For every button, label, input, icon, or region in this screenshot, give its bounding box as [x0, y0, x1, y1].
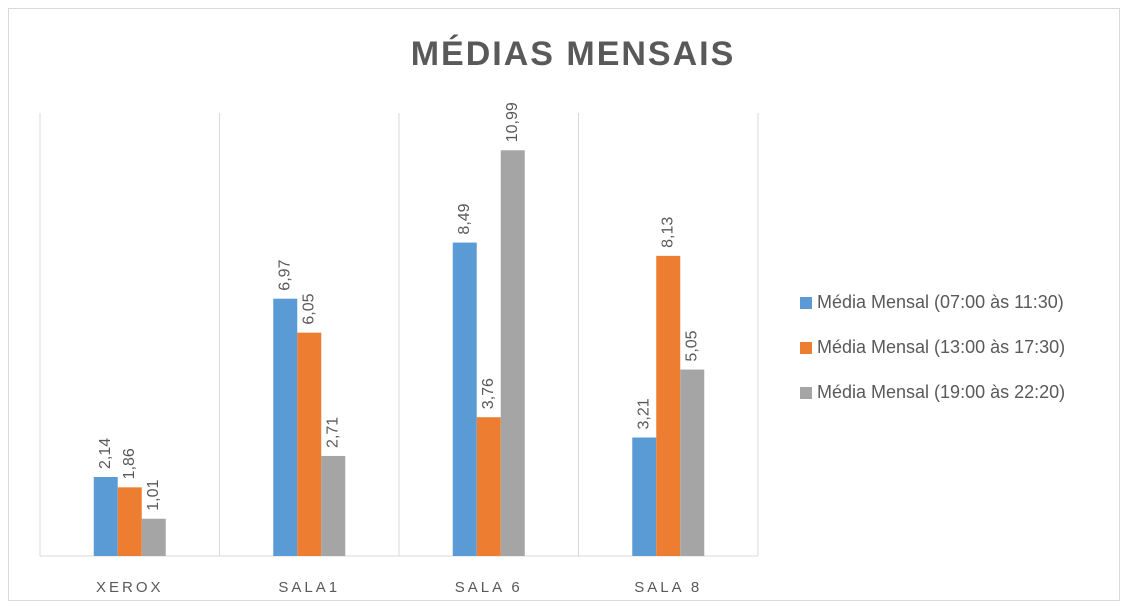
- bar: [117, 487, 142, 556]
- bar: [297, 332, 322, 556]
- bar: [680, 369, 705, 556]
- bar: [93, 476, 118, 556]
- x-tick-label: XEROX: [96, 579, 164, 596]
- legend-label: Média Mensal (07:00 às 11:30): [817, 292, 1064, 312]
- data-label: 3,76: [480, 378, 497, 409]
- data-label: 2,71: [324, 417, 341, 448]
- bar: [500, 150, 525, 556]
- x-tick-label: SALA 6: [455, 579, 523, 596]
- x-tick-label: SALA1: [278, 579, 340, 596]
- legend-swatch: [800, 342, 812, 354]
- bar: [476, 417, 501, 556]
- legend-swatch: [800, 297, 812, 309]
- data-label: 10,99: [504, 102, 521, 142]
- data-label: 1,86: [121, 448, 138, 479]
- data-label: 8,13: [659, 217, 676, 248]
- chart-border: [8, 8, 1120, 601]
- legend-swatch: [800, 387, 812, 399]
- bar: [321, 455, 346, 556]
- bar: [656, 255, 681, 556]
- bar: [632, 437, 657, 556]
- x-tick-label: SALA 8: [634, 579, 702, 596]
- data-label: 3,21: [635, 398, 652, 429]
- data-label: 8,49: [456, 203, 473, 234]
- data-label: 6,05: [300, 293, 317, 324]
- bar: [273, 298, 298, 556]
- data-label: 2,14: [97, 438, 114, 469]
- bar: [141, 518, 166, 556]
- data-label: 5,05: [683, 330, 700, 361]
- data-label: 1,01: [145, 479, 162, 510]
- legend-label: Média Mensal (19:00 às 22:20): [817, 382, 1065, 402]
- bar: [452, 242, 477, 556]
- data-label: 6,97: [276, 259, 293, 290]
- legend-label: Média Mensal (13:00 às 17:30): [817, 337, 1065, 357]
- chart-title: MÉDIAS MENSAIS: [411, 35, 736, 73]
